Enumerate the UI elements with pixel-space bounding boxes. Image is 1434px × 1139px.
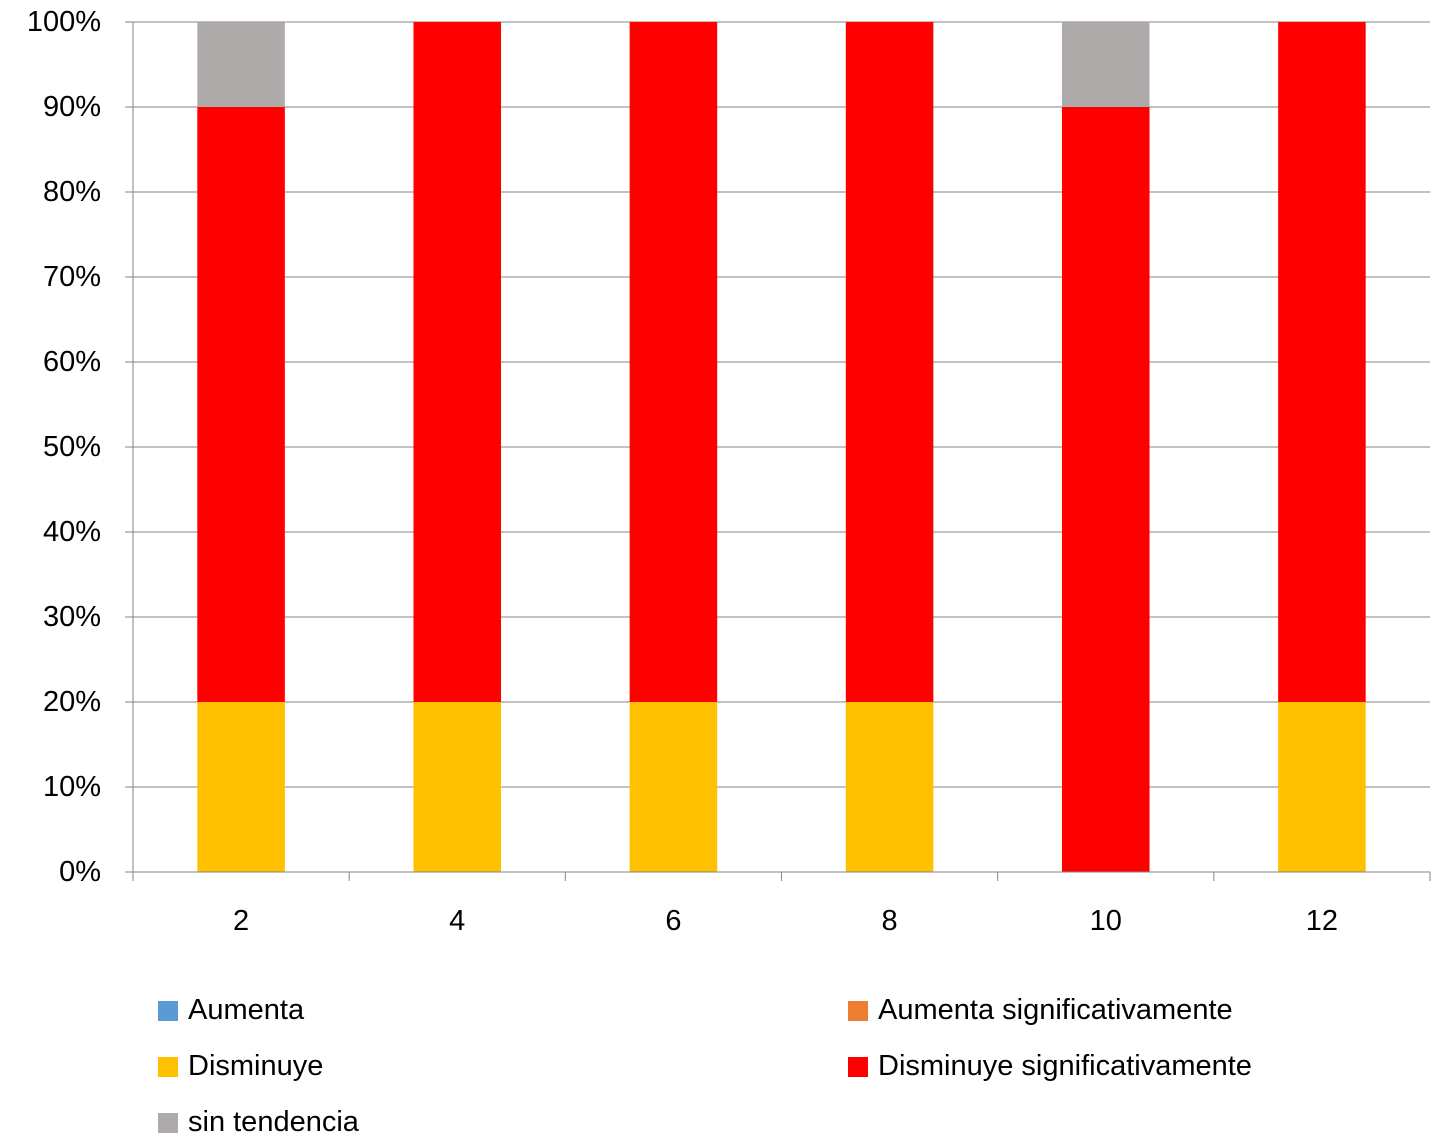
gridlines [133, 21, 1430, 788]
bar-segment [197, 22, 285, 107]
bar-segment [413, 702, 502, 872]
bar-segment [629, 22, 718, 702]
legend-swatch [158, 1056, 178, 1077]
bar-segment [197, 702, 285, 872]
bar-segment [1278, 702, 1366, 872]
legend-item[interactable]: sin tendencia [158, 1106, 359, 1139]
bar-segment [197, 107, 285, 702]
bars [197, 22, 1366, 872]
legend-label: Disminuye significativamente [878, 1050, 1252, 1082]
legend-item[interactable]: Aumenta [158, 994, 304, 1027]
y-tick-label: 70% [43, 261, 101, 293]
legend-label: Aumenta [188, 994, 305, 1026]
bar-segment [845, 702, 934, 872]
legend-item[interactable]: Disminuye [158, 1050, 323, 1083]
legend-swatch [848, 1056, 868, 1077]
y-tick-label: 10% [43, 771, 101, 803]
legend-item[interactable]: Disminuye significativamente [848, 1050, 1252, 1083]
bar-segment [1278, 22, 1366, 702]
bar-segment [845, 22, 934, 702]
x-tick-label: 4 [449, 905, 465, 937]
legend-swatch [848, 1000, 868, 1021]
y-tick-label: 80% [43, 176, 101, 208]
y-tick-label: 100% [27, 6, 101, 38]
bar-segment [629, 702, 718, 872]
axes: 0% 10% 20% 30% 40% 50% 60% 70% 80% 90% 100% 2 4 6 8 10 1… [27, 6, 1431, 937]
legend-item[interactable]: Aumenta significativamente [848, 994, 1233, 1027]
x-tick-label: 2 [233, 905, 249, 937]
x-tick-label: 6 [665, 905, 681, 937]
y-tick-label: 0% [59, 856, 101, 888]
legend-label: sin tendencia [188, 1106, 359, 1138]
x-tick-label: 10 [1090, 905, 1122, 937]
y-tick-label: 50% [43, 431, 101, 463]
bar-segment [1061, 22, 1150, 107]
x-tick-label: 12 [1306, 905, 1338, 937]
bar-segment [413, 22, 502, 702]
legend-label: Aumenta significativamente [878, 994, 1233, 1026]
legend-label: Disminuye [188, 1050, 324, 1082]
y-tick-label: 40% [43, 516, 101, 548]
y-tick-label: 60% [43, 346, 101, 378]
x-tick-label: 8 [882, 905, 898, 937]
legend-swatch [158, 1000, 178, 1021]
y-tick-label: 20% [43, 686, 101, 718]
y-tick-label: 90% [43, 91, 101, 123]
legend-swatch [158, 1112, 178, 1133]
bar-segment [1061, 107, 1150, 872]
y-tick-label: 30% [43, 601, 101, 633]
